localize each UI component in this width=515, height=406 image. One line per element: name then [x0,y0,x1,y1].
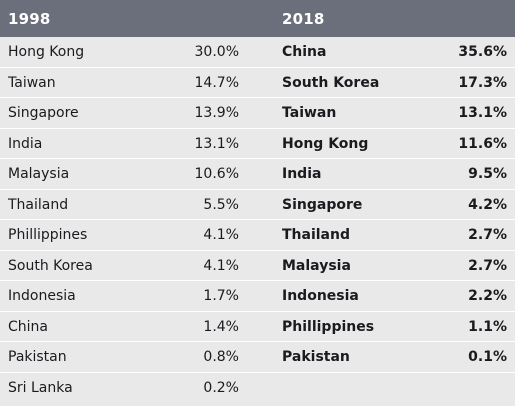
share-2018: 17.3% [458,74,507,91]
share-1998: 10.6% [194,166,239,182]
country-1998: Sri Lanka [8,379,73,396]
table-row: Hong Kong 30.0% China 35.6% [0,37,515,68]
country-1998: China [8,318,48,335]
share-1998: 14.7% [194,74,239,91]
header-1998: 1998 [8,10,51,28]
country-2018: China [282,44,327,60]
share-1998: 4.1% [203,227,239,243]
country-2018: Phillippines [282,318,375,335]
share-2018: 2.2% [468,288,507,304]
table-row: Sri Lanka 0.2% [0,373,515,404]
country-2018: Hong Kong [282,135,369,152]
share-1998: 1.7% [203,288,239,304]
table-row: South Korea 4.1% Malaysia 2.7% [0,251,515,281]
header-2018: 2018 [282,10,325,28]
share-2018: 35.6% [458,44,507,60]
country-2018: India [282,166,322,182]
share-1998: 1.4% [203,318,239,335]
share-1998: 13.1% [194,135,239,152]
table-row: Malaysia 10.6% India 9.5% [0,159,515,190]
share-2018: 4.2% [468,196,507,213]
share-1998: 5.5% [203,196,239,213]
table-row: Pakistan 0.8% Pakistan 0.1% [0,342,515,373]
table-row: Thailand 5.5% Singapore 4.2% [0,190,515,220]
table-row: Singapore 13.9% Taiwan 13.1% [0,98,515,129]
table-row: Indonesia 1.7% Indonesia 2.2% [0,281,515,312]
country-2018: Pakistan [282,349,350,365]
country-1998: Thailand [8,196,69,213]
share-1998: 0.8% [203,349,239,365]
country-2018: Taiwan [282,105,337,121]
country-1998: Phillippines [8,227,88,243]
share-2018: 2.7% [468,257,507,274]
country-2018: South Korea [282,74,380,91]
table-header: 1998 2018 [0,0,515,37]
country-1998: Hong Kong [8,44,85,60]
table-row: India 13.1% Hong Kong 11.6% [0,129,515,159]
country-1998: Pakistan [8,349,67,365]
table-row: Phillippines 4.1% Thailand 2.7% [0,220,515,251]
country-1998: Taiwan [8,74,56,91]
country-2018: Malaysia [282,257,351,274]
country-2018: Singapore [282,196,363,213]
share-2018: 9.5% [468,166,507,182]
table-row: China 1.4% Phillippines 1.1% [0,312,515,342]
share-2018: 13.1% [458,105,507,121]
country-2018: Thailand [282,227,350,243]
share-2018: 2.7% [468,227,507,243]
country-1998: Malaysia [8,166,70,182]
share-1998: 0.2% [203,379,239,396]
table-row: Taiwan 14.7% South Korea 17.3% [0,68,515,98]
country-1998: Singapore [8,105,79,121]
share-2018: 1.1% [468,318,507,335]
share-2018: 0.1% [468,349,507,365]
country-2018: Indonesia [282,288,359,304]
country-1998: India [8,135,43,152]
country-1998: South Korea [8,257,93,274]
share-2018: 11.6% [458,135,507,152]
share-1998: 13.9% [194,105,239,121]
country-1998: Indonesia [8,288,76,304]
share-1998: 30.0% [194,44,239,60]
share-1998: 4.1% [203,257,239,274]
